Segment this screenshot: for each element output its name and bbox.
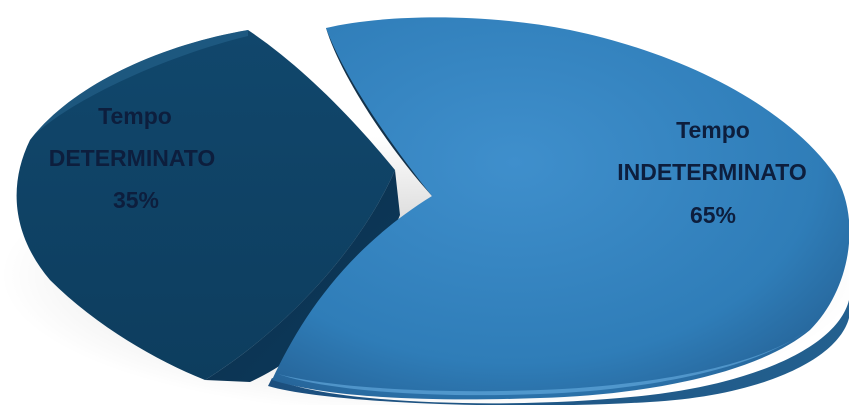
label-indeterminato: Tempo INDETERMINATO 65%: [617, 117, 807, 228]
label-indeterminato-category: Tempo: [676, 117, 750, 143]
label-determinato-value: 35%: [113, 187, 159, 213]
slice-indeterminato: [268, 17, 849, 405]
label-determinato-name: DETERMINATO: [49, 145, 216, 171]
slice-indeterminato-rim: [268, 300, 849, 405]
label-indeterminato-name: INDETERMINATO: [617, 159, 807, 185]
label-determinato-category: Tempo: [98, 103, 172, 129]
slice-determinato-highlight: [30, 30, 248, 140]
slice-determinato-top: [16, 30, 396, 380]
slice-indeterminato-edge-highlight: [278, 328, 810, 396]
slice-indeterminato-top: [272, 17, 849, 400]
label-determinato: Tempo DETERMINATO 35%: [49, 103, 216, 213]
label-indeterminato-value: 65%: [690, 202, 736, 228]
